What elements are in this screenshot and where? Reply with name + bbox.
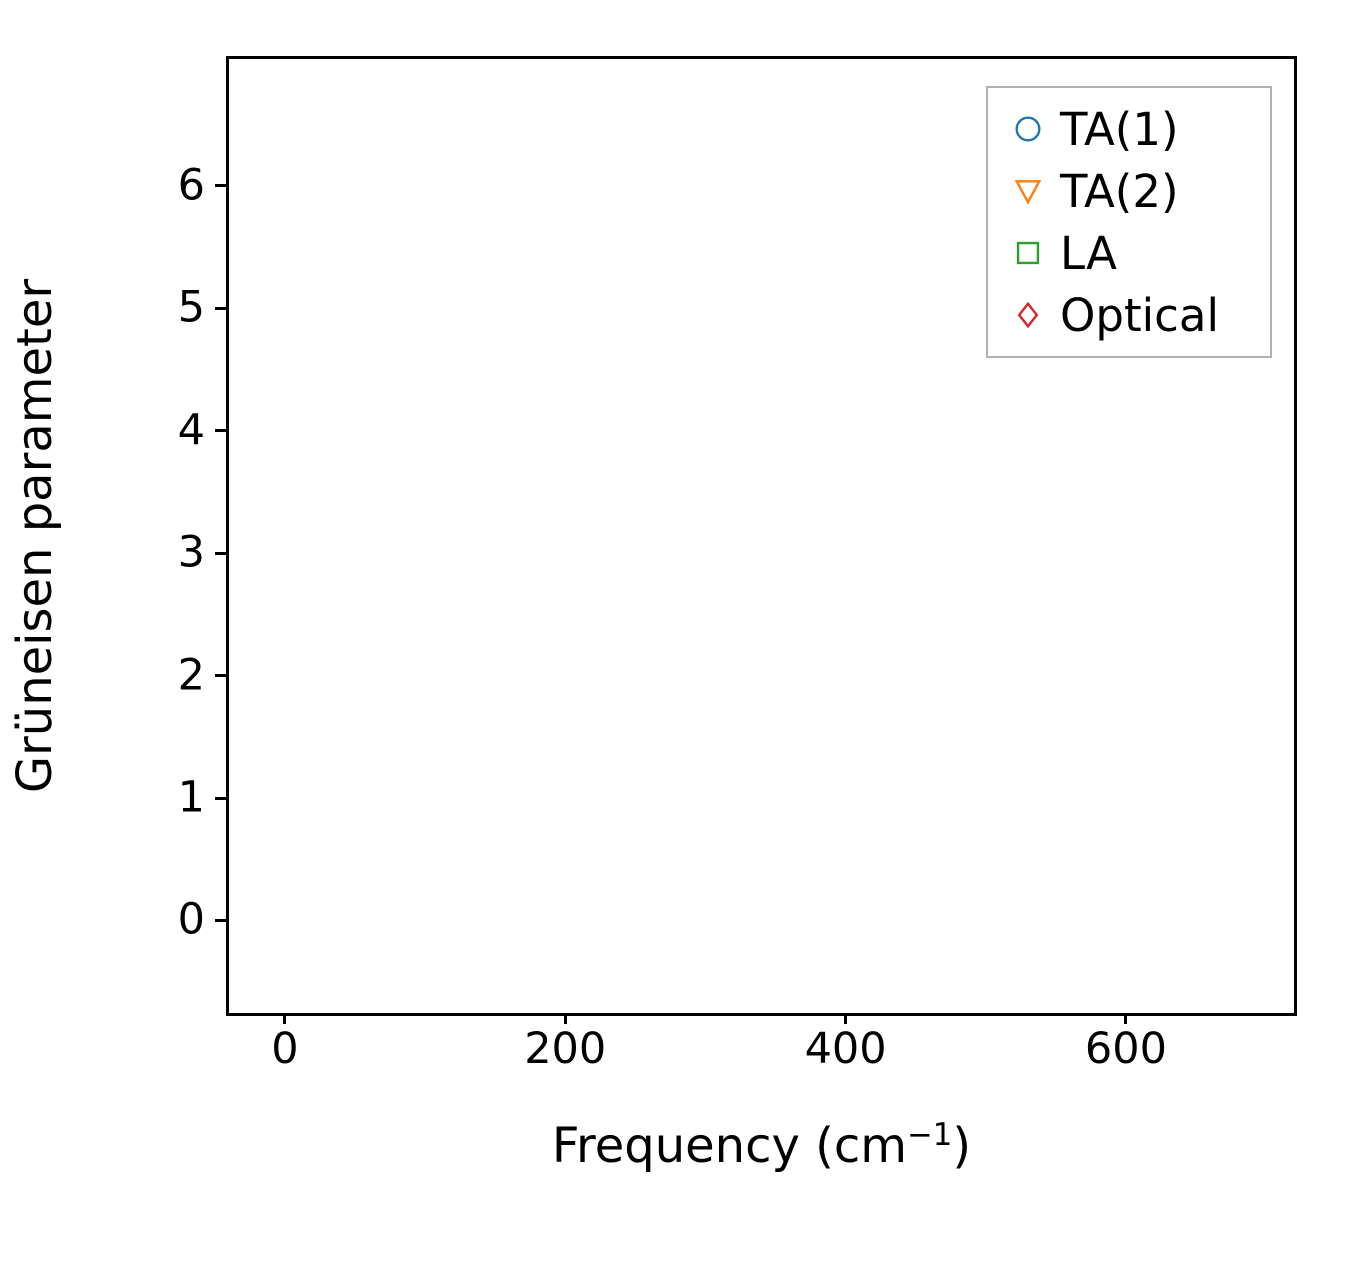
y-tick: [215, 306, 226, 310]
y-tick-label: 0: [177, 894, 205, 945]
y-tick: [215, 184, 226, 188]
x-tick: [844, 1013, 848, 1024]
y-tick-label: 5: [177, 282, 205, 333]
legend-entry-la[interactable]: LA: [988, 222, 1270, 284]
x-tick: [563, 1013, 567, 1024]
y-tick-label: 3: [177, 527, 205, 578]
y-tick: [215, 551, 226, 555]
x-axis-label-exponent: −1: [907, 1117, 953, 1153]
legend-entry-optical[interactable]: Optical: [988, 284, 1270, 346]
x-axis-label-prefix: Frequency (cm: [551, 1118, 908, 1174]
x-tick-label: 600: [1084, 1024, 1168, 1074]
x-tick: [283, 1013, 287, 1024]
legend-entry-ta2[interactable]: TA(2): [988, 160, 1270, 222]
legend-label: Optical: [1060, 288, 1219, 342]
y-tick: [215, 796, 226, 800]
x-axis-label: Frequency (cm−1): [226, 1118, 1297, 1174]
diamond-icon: [1006, 302, 1050, 328]
legend-box: TA(1) TA(2) LA Optical: [986, 86, 1272, 358]
legend-label: TA(2): [1060, 164, 1179, 218]
triangle-down-icon: [1006, 178, 1050, 204]
y-axis-label: Grüneisen parameter: [7, 278, 63, 794]
x-tick-label: 0: [271, 1024, 299, 1074]
x-tick: [1124, 1013, 1128, 1024]
y-tick-label: 1: [177, 772, 205, 823]
circle-icon: [1006, 116, 1050, 142]
legend-label: LA: [1060, 226, 1117, 280]
y-tick-label: 4: [177, 405, 205, 456]
legend-label: TA(1): [1060, 102, 1179, 156]
square-icon: [1006, 240, 1050, 266]
y-tick: [215, 918, 226, 922]
y-tick: [215, 674, 226, 678]
y-tick-label: 2: [177, 650, 205, 701]
legend-entry-ta1[interactable]: TA(1): [988, 98, 1270, 160]
x-tick-label: 400: [804, 1024, 887, 1074]
y-tick: [215, 429, 226, 433]
y-tick-label: 6: [177, 160, 205, 211]
x-axis-label-suffix: ): [952, 1118, 972, 1174]
x-tick-label: 200: [524, 1024, 607, 1074]
